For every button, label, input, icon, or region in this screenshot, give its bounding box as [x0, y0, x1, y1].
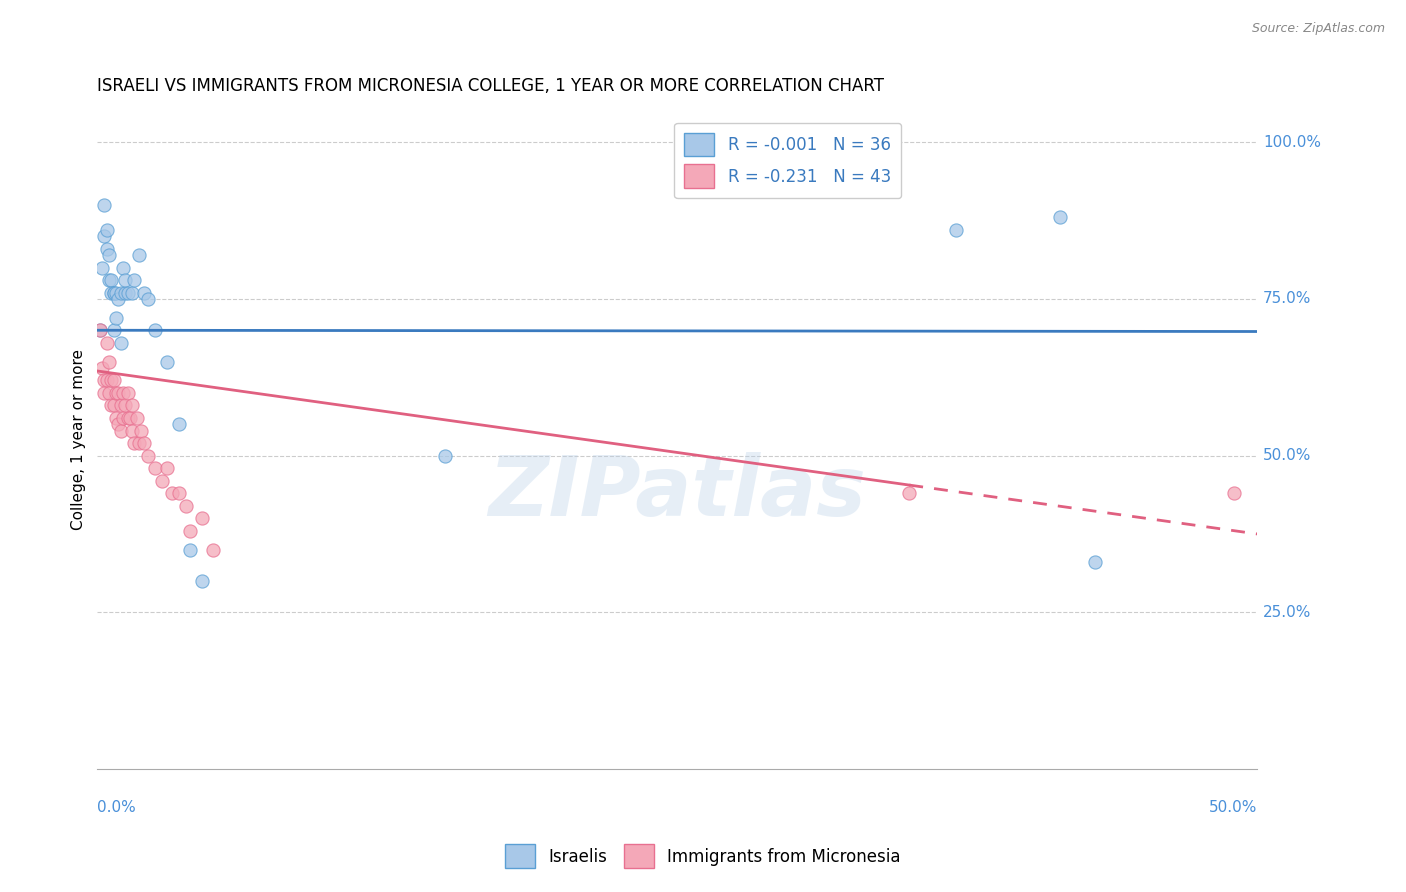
Point — [138, 449, 160, 463]
Point — [125, 411, 148, 425]
Legend: Israelis, Immigrants from Micronesia: Israelis, Immigrants from Micronesia — [499, 838, 907, 875]
Point — [89, 323, 111, 337]
Text: ISRAELI VS IMMIGRANTS FROM MICRONESIA COLLEGE, 1 YEAR OR MORE CORRELATION CHART: ISRAELI VS IMMIGRANTS FROM MICRONESIA CO… — [97, 78, 884, 95]
Point — [117, 411, 139, 425]
Point — [131, 424, 153, 438]
Point — [156, 354, 179, 368]
Point — [121, 285, 143, 300]
Point — [91, 360, 114, 375]
Point — [97, 273, 120, 287]
Point — [103, 399, 125, 413]
Point — [89, 323, 111, 337]
Point — [190, 511, 212, 525]
Point — [114, 285, 136, 300]
Point — [110, 399, 132, 413]
Text: 0.0%: 0.0% — [97, 799, 136, 814]
Point — [107, 386, 129, 401]
Text: ZIPatlas: ZIPatlas — [488, 452, 866, 533]
Text: 75.0%: 75.0% — [1263, 292, 1312, 307]
Point — [167, 486, 190, 500]
Point — [107, 417, 129, 432]
Text: 50.0%: 50.0% — [1209, 799, 1257, 814]
Point — [898, 486, 921, 500]
Point — [138, 292, 160, 306]
Point — [97, 248, 120, 262]
Point — [91, 260, 114, 275]
Point — [117, 386, 139, 401]
Point — [100, 285, 122, 300]
Point — [110, 424, 132, 438]
Text: 50.0%: 50.0% — [1263, 448, 1312, 463]
Point — [121, 424, 143, 438]
Point — [167, 417, 190, 432]
Point — [114, 399, 136, 413]
Point — [190, 574, 212, 588]
Point — [111, 386, 134, 401]
Point — [132, 436, 155, 450]
Point — [93, 229, 115, 244]
Point — [1049, 211, 1071, 225]
Point — [96, 242, 118, 256]
Point — [100, 373, 122, 387]
Point — [143, 323, 166, 337]
Point — [118, 411, 141, 425]
Point — [100, 273, 122, 287]
Point — [202, 542, 225, 557]
Point — [103, 285, 125, 300]
Point — [179, 524, 201, 538]
Point — [121, 399, 143, 413]
Point — [104, 285, 127, 300]
Point — [434, 449, 457, 463]
Point — [97, 354, 120, 368]
Point — [111, 260, 134, 275]
Point — [97, 386, 120, 401]
Point — [174, 499, 197, 513]
Point — [1223, 486, 1246, 500]
Point — [110, 285, 132, 300]
Point — [96, 223, 118, 237]
Point — [103, 373, 125, 387]
Text: 25.0%: 25.0% — [1263, 605, 1312, 620]
Point — [110, 335, 132, 350]
Point — [150, 474, 173, 488]
Point — [103, 285, 125, 300]
Y-axis label: College, 1 year or more: College, 1 year or more — [72, 350, 86, 531]
Point — [103, 323, 125, 337]
Legend: R = -0.001   N = 36, R = -0.231   N = 43: R = -0.001 N = 36, R = -0.231 N = 43 — [675, 122, 901, 198]
Point — [104, 411, 127, 425]
Point — [96, 373, 118, 387]
Point — [124, 436, 146, 450]
Point — [93, 373, 115, 387]
Point — [156, 461, 179, 475]
Text: 100.0%: 100.0% — [1263, 135, 1322, 150]
Point — [143, 461, 166, 475]
Point — [132, 285, 155, 300]
Point — [114, 273, 136, 287]
Point — [179, 542, 201, 557]
Point — [160, 486, 183, 500]
Point — [128, 248, 150, 262]
Point — [117, 285, 139, 300]
Point — [111, 411, 134, 425]
Point — [124, 273, 146, 287]
Point — [1084, 555, 1107, 569]
Point — [93, 386, 115, 401]
Point — [104, 386, 127, 401]
Point — [128, 436, 150, 450]
Point — [104, 310, 127, 325]
Text: Source: ZipAtlas.com: Source: ZipAtlas.com — [1251, 22, 1385, 36]
Point — [93, 198, 115, 212]
Point — [96, 335, 118, 350]
Point — [100, 399, 122, 413]
Point — [107, 292, 129, 306]
Point — [945, 223, 967, 237]
